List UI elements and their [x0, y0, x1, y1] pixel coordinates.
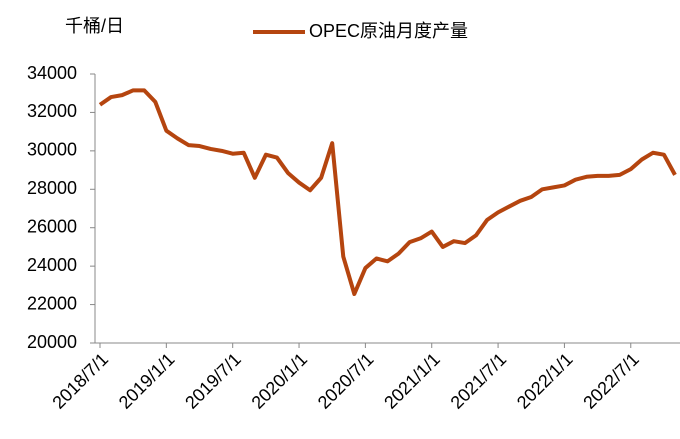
- x-tick-label: 2021/7/1: [447, 349, 511, 413]
- y-tick-label: 28000: [27, 178, 77, 198]
- y-tick-label: 22000: [27, 293, 77, 313]
- y-tick-label: 24000: [27, 255, 77, 275]
- x-tick-label: 2022/7/1: [579, 349, 643, 413]
- x-tick-label: 2020/7/1: [314, 349, 378, 413]
- y-tick-label: 20000: [27, 332, 77, 352]
- y-tick-label: 32000: [27, 101, 77, 121]
- x-tick-label: 2019/7/1: [181, 349, 245, 413]
- y-unit: 千桶/日: [65, 16, 124, 36]
- series-line: [98, 88, 677, 297]
- x-tick-label: 2022/1/1: [513, 349, 577, 413]
- x-tick-label: 2018/7/1: [48, 349, 112, 413]
- y-tick-label: 30000: [27, 140, 77, 160]
- x-tick-label: 2020/1/1: [248, 349, 312, 413]
- y-tick-label: 34000: [27, 63, 77, 83]
- x-tick-label: 2019/1/1: [115, 349, 179, 413]
- legend-label: OPEC原油月度产量: [309, 21, 468, 41]
- y-tick-label: 26000: [27, 216, 77, 236]
- x-tick-label: 2021/1/1: [380, 349, 444, 413]
